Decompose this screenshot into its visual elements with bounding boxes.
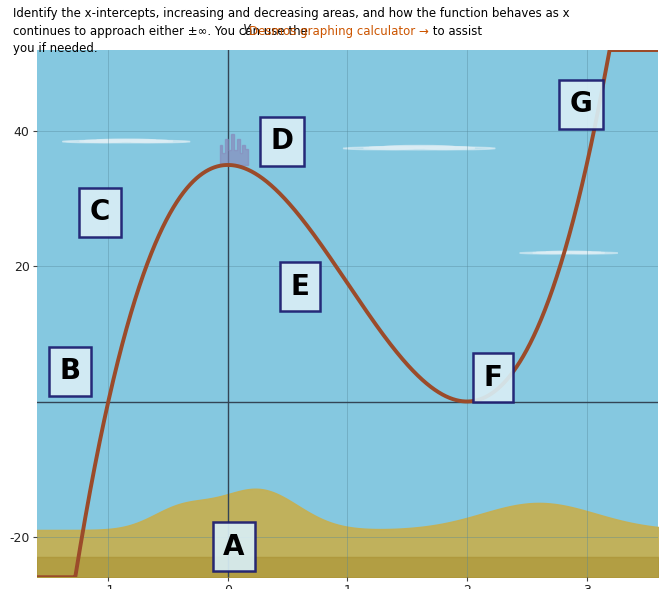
Ellipse shape <box>84 140 131 142</box>
Text: A: A <box>223 533 245 561</box>
Text: G: G <box>569 90 592 118</box>
Ellipse shape <box>96 139 156 141</box>
Ellipse shape <box>565 252 601 253</box>
Ellipse shape <box>369 147 425 148</box>
Ellipse shape <box>343 147 414 150</box>
Text: E: E <box>290 273 309 300</box>
Text: Identify the x-intercepts, increasing and decreasing areas, and how the function: Identify the x-intercepts, increasing an… <box>13 7 570 20</box>
Text: to assist: to assist <box>429 25 482 38</box>
Ellipse shape <box>546 251 591 253</box>
Polygon shape <box>219 134 248 165</box>
Ellipse shape <box>80 140 173 143</box>
Text: C: C <box>90 198 110 226</box>
Ellipse shape <box>537 252 573 253</box>
Text: Desmos graphing calculator →: Desmos graphing calculator → <box>249 25 429 38</box>
Ellipse shape <box>414 147 469 148</box>
Ellipse shape <box>63 141 122 143</box>
Ellipse shape <box>573 252 618 254</box>
Ellipse shape <box>533 252 604 254</box>
Text: D: D <box>270 127 293 155</box>
Ellipse shape <box>364 146 475 150</box>
Text: y: y <box>242 21 251 35</box>
Text: F: F <box>484 364 503 392</box>
Text: B: B <box>59 357 80 385</box>
Ellipse shape <box>519 252 565 254</box>
Ellipse shape <box>122 140 168 142</box>
Text: you if needed.: you if needed. <box>13 42 98 55</box>
Ellipse shape <box>384 145 454 148</box>
Ellipse shape <box>425 147 495 150</box>
Text: continues to approach either ±∞. You can use the: continues to approach either ±∞. You can… <box>13 25 312 38</box>
Ellipse shape <box>131 141 190 143</box>
